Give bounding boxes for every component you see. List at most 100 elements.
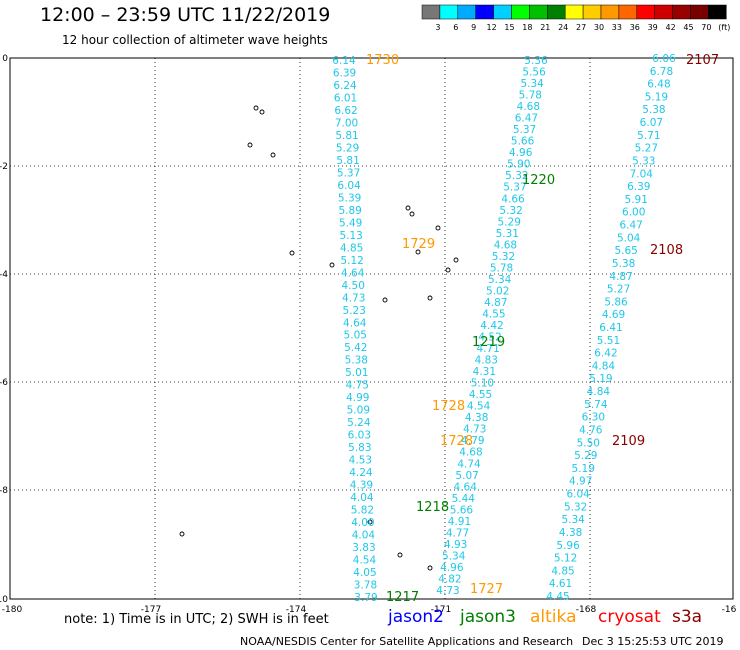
- swh-value: 5.39: [338, 192, 361, 204]
- page-subtitle: 12 hour collection of altimeter wave hei…: [62, 33, 328, 47]
- island-shape: [179, 531, 185, 537]
- swh-value: 4.71: [476, 343, 499, 355]
- swh-value: 4.75: [346, 380, 369, 392]
- swh-value: 4.87: [484, 297, 507, 309]
- swh-value: 4.00: [351, 517, 374, 529]
- island-shape: [289, 250, 295, 256]
- swh-value: 4.61: [549, 578, 572, 590]
- island-shape: [427, 565, 433, 571]
- scale-swatch: [457, 4, 476, 20]
- track-time-label: 2107: [686, 53, 719, 68]
- scale-swatch: [475, 4, 494, 20]
- x-tick-label: -16: [722, 605, 737, 615]
- swh-value: 6.00: [622, 207, 645, 219]
- footer-credit: NOAA/NESDIS Center for Satellite Applica…: [240, 635, 574, 648]
- swh-value: 4.04: [352, 530, 376, 542]
- scale-label: 45: [683, 23, 693, 32]
- legend-s3a: s3a: [672, 607, 703, 627]
- island-shape: [253, 105, 259, 111]
- swh-value: 6.24: [333, 80, 357, 92]
- swh-value: 6.01: [334, 92, 357, 104]
- swh-value: 5.10: [471, 378, 494, 390]
- swh-value: 6.62: [334, 105, 357, 117]
- satellite-tracks: 6.146.396.246.016.627.005.815.295.815.37…: [332, 53, 676, 604]
- swh-value: 5.19: [589, 373, 612, 385]
- swh-value: 5.81: [335, 130, 358, 142]
- scale-swatch: [511, 4, 530, 20]
- swh-value: 5.29: [336, 142, 359, 154]
- swh-value: 4.74: [457, 458, 481, 470]
- y-tick-label: -2: [0, 162, 8, 172]
- legend-cryosat: cryosat: [598, 607, 661, 627]
- x-tick-label: -180: [2, 605, 23, 615]
- scale-label: 15: [504, 23, 514, 32]
- swh-value: 4.64: [454, 481, 478, 493]
- swh-value: 6.47: [515, 113, 538, 125]
- scale-label: 39: [648, 23, 658, 32]
- swh-value: 4.39: [350, 480, 373, 492]
- island-shape: [427, 295, 433, 301]
- track-time-label: 1218: [416, 500, 449, 515]
- scale-swatch: [618, 4, 638, 20]
- swh-value: 5.66: [511, 136, 535, 148]
- swh-value: 5.56: [522, 67, 546, 79]
- axis-ticks: -180 -177 -174 -171 -168 -16 0 -2 -4 -6 -8 -10: [0, 54, 737, 615]
- footer-date: Dec 3 15:25:53 UTC 2019: [582, 635, 724, 648]
- swh-value: 4.42: [480, 320, 503, 332]
- y-tick-label: -10: [0, 595, 8, 605]
- y-tick-label: -4: [0, 270, 8, 280]
- swh-value: 4.73: [436, 585, 459, 597]
- scale-swatch: [493, 4, 512, 20]
- swh-value: 5.42: [344, 342, 367, 354]
- swh-value: 5.38: [642, 104, 665, 116]
- swh-value: 4.64: [343, 317, 367, 329]
- scale-swatch: [672, 4, 691, 20]
- legend-altika: altika: [530, 607, 577, 627]
- swh-value: 4.55: [469, 389, 492, 401]
- swh-value: 3.78: [354, 580, 377, 592]
- x-tick-label: -177: [141, 605, 161, 615]
- swh-value: 4.79: [461, 435, 484, 447]
- swh-value: 6.06: [652, 53, 676, 65]
- swh-value: 5.23: [343, 305, 366, 317]
- x-tick-label: -174: [286, 605, 307, 615]
- swh-value: 4.50: [342, 280, 365, 292]
- swh-value: 5.38: [345, 355, 368, 367]
- swh-value: 4.52: [478, 332, 501, 344]
- swh-value: 5.29: [498, 216, 521, 228]
- swh-value: 5.31: [496, 228, 519, 240]
- swh-value: 5.37: [337, 167, 360, 179]
- swh-value: 5.81: [336, 155, 359, 167]
- swh-value: 4.54: [467, 401, 491, 413]
- swh-value: 5.34: [561, 514, 585, 526]
- swh-value: 4.73: [342, 292, 365, 304]
- note-text: note: 1) Time is in UTC; 2) SWH is in fe…: [64, 612, 329, 627]
- island-shape: [445, 267, 451, 273]
- swh-value: 5.12: [554, 553, 577, 565]
- swh-value: 4.54: [353, 555, 377, 567]
- x-tick-label: -171: [431, 605, 451, 615]
- swh-value: 6.47: [619, 220, 642, 232]
- swh-value: 5.24: [347, 417, 371, 429]
- swh-value: 6.39: [333, 67, 356, 79]
- swh-value: 4.84: [587, 386, 611, 398]
- swh-value: 5.78: [519, 90, 542, 102]
- swh-value: 4.96: [509, 147, 533, 159]
- legend-jason2: jason2: [388, 607, 444, 627]
- swh-value: 4.85: [551, 565, 574, 577]
- scale-swatch: [439, 4, 459, 20]
- swh-value: 5.01: [345, 367, 368, 379]
- scale-label: 9: [471, 23, 476, 32]
- island-shape: [435, 225, 441, 231]
- swh-value: 5.19: [572, 463, 595, 475]
- color-scale: 3 6 9 12 15 18 21 24 27 30 33 36 39 42 45 70 (ft): [421, 4, 730, 32]
- swh-value: 5.29: [574, 450, 597, 462]
- swh-value: 5.37: [503, 182, 526, 194]
- y-tick-label: 0: [2, 54, 8, 64]
- swh-value: 4.76: [579, 424, 603, 436]
- scale-swatch: [708, 4, 727, 20]
- swh-value: 5.89: [338, 205, 361, 217]
- scale-label: 42: [666, 23, 676, 32]
- swh-value: 5.74: [584, 399, 608, 411]
